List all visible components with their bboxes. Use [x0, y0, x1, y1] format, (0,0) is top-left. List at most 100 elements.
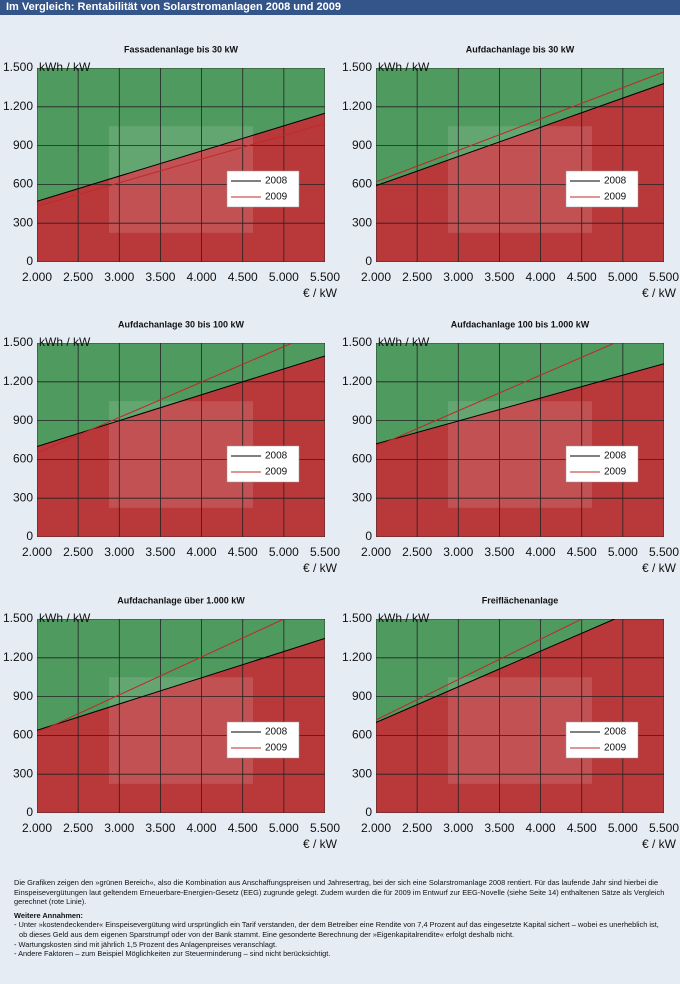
x-axis-label: € / kW: [642, 837, 677, 851]
y-tick-label: 900: [352, 413, 372, 427]
x-tick-label: 3.500: [484, 270, 514, 284]
x-tick-label: 3.500: [484, 821, 514, 835]
y-tick-label: 1.500: [3, 60, 33, 74]
x-tick-label: 4.000: [187, 821, 217, 835]
x-tick-label: 4.000: [526, 821, 556, 835]
x-tick-label: 3.000: [104, 821, 134, 835]
series-line: [376, 619, 615, 723]
green-area: [37, 619, 325, 731]
x-tick-label: 3.500: [145, 821, 175, 835]
notes: Die Grafiken zeigen den »grünen Bereich«…: [14, 878, 669, 959]
y-tick-label: 0: [26, 254, 33, 268]
x-tick-label: 5.500: [310, 270, 340, 284]
intro: Die Grafiken zeigen den »grünen Bereich«…: [14, 878, 665, 907]
x-tick-label: 4.000: [526, 270, 556, 284]
y-tick-label: 300: [13, 215, 33, 229]
y-tick-label: 900: [13, 689, 33, 703]
y-axis-label: kWh / kW: [378, 60, 430, 74]
legend-label: 2009: [265, 467, 288, 478]
x-tick-label: 2.000: [22, 545, 52, 559]
y-tick-label: 0: [365, 805, 372, 819]
x-tick-label: 2.500: [402, 270, 432, 284]
x-tick-label: 2.000: [22, 821, 52, 835]
legend-label: 2009: [604, 192, 627, 203]
chart-title: Fassadenanlage bis 30 kW: [124, 44, 239, 54]
x-tick-label: 4.500: [228, 545, 258, 559]
x-tick-label: 2.500: [63, 821, 93, 835]
y-tick-label: 600: [352, 177, 372, 191]
x-tick-label: 5.500: [649, 545, 679, 559]
legend-label: 2008: [265, 176, 288, 187]
y-tick-label: 300: [352, 215, 372, 229]
x-axis-label: € / kW: [303, 837, 338, 851]
series-line: [376, 619, 582, 721]
legend-box: [226, 445, 300, 483]
legend-box: [565, 445, 639, 483]
x-tick-label: 3.500: [145, 545, 175, 559]
y-tick-label: 1.500: [3, 335, 33, 349]
y-tick-label: 0: [26, 805, 33, 819]
y-tick-label: 900: [13, 138, 33, 152]
x-tick-label: 3.500: [484, 545, 514, 559]
series-line: [376, 363, 664, 445]
y-tick-label: 1.500: [342, 335, 372, 349]
legend-box: [226, 170, 300, 208]
x-tick-label: 5.000: [608, 270, 638, 284]
x-axis-label: € / kW: [642, 286, 677, 300]
y-axis-label: kWh / kW: [378, 335, 430, 349]
x-axis-label: € / kW: [303, 561, 338, 575]
x-tick-label: 3.000: [443, 270, 473, 284]
y-tick-label: 600: [13, 728, 33, 742]
y-tick-label: 1.500: [342, 60, 372, 74]
y-axis-label: kWh / kW: [378, 611, 430, 625]
y-tick-label: 900: [352, 138, 372, 152]
plot: [376, 343, 664, 537]
y-tick-label: 1.200: [342, 374, 372, 388]
legend-label: 2008: [265, 727, 288, 738]
y-tick-label: 600: [13, 177, 33, 191]
notes-heading: Weitere Annahmen:: [14, 910, 83, 920]
x-tick-label: 4.000: [187, 270, 217, 284]
y-tick-label: 600: [352, 728, 372, 742]
y-tick-label: 900: [13, 413, 33, 427]
green-area: [376, 343, 664, 444]
x-axis-label: € / kW: [303, 286, 338, 300]
y-tick-label: 0: [365, 254, 372, 268]
x-tick-label: 2.500: [63, 545, 93, 559]
y-tick-label: 1.200: [342, 99, 372, 113]
y-tick-label: 0: [365, 529, 372, 543]
x-tick-label: 2.500: [402, 545, 432, 559]
series-line: [37, 123, 325, 207]
y-tick-label: 0: [26, 529, 33, 543]
x-tick-label: 4.000: [526, 545, 556, 559]
x-tick-label: 4.500: [567, 545, 597, 559]
y-tick-label: 300: [13, 490, 33, 504]
x-tick-label: 5.500: [649, 270, 679, 284]
green-area: [37, 68, 325, 202]
x-tick-label: 5.500: [649, 821, 679, 835]
x-tick-label: 4.500: [567, 821, 597, 835]
y-axis-label: kWh / kW: [39, 611, 91, 625]
y-tick-label: 1.200: [3, 99, 33, 113]
plot: [37, 68, 325, 262]
series-line: [37, 112, 325, 202]
plot: [37, 343, 325, 537]
legend-box: [565, 721, 639, 759]
y-tick-label: 1.200: [3, 650, 33, 664]
x-tick-label: 4.500: [567, 270, 597, 284]
y-tick-label: 1.500: [342, 611, 372, 625]
note-item: - Unter »kostendeckender« Einspeisevergü…: [14, 920, 659, 939]
plot: [376, 68, 664, 262]
legend-label: 2008: [604, 176, 627, 187]
x-tick-label: 5.000: [269, 545, 299, 559]
chart-title: Aufdachanlage bis 30 kW: [466, 44, 575, 54]
x-tick-label: 2.000: [361, 821, 391, 835]
chart-title: Aufdachanlage 30 bis 100 kW: [118, 319, 245, 329]
series-line: [37, 355, 325, 447]
legend-box: [226, 721, 300, 759]
series-line: [37, 619, 285, 734]
x-tick-label: 3.000: [104, 270, 134, 284]
x-tick-label: 4.500: [228, 270, 258, 284]
x-tick-label: 5.000: [269, 270, 299, 284]
